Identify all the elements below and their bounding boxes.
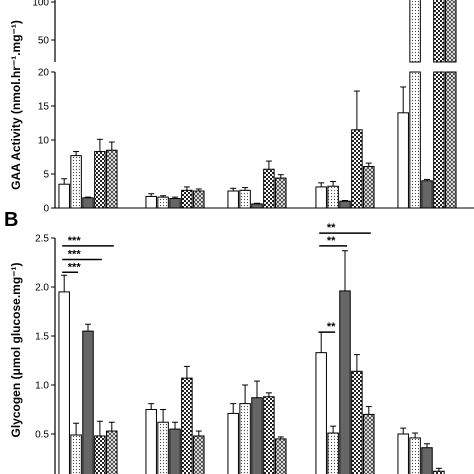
panel-a-bar	[339, 200, 351, 209]
panel-a-bar-upper	[433, 0, 445, 63]
panel-a-bar	[315, 186, 327, 209]
panel-b-significance-label: ***	[68, 249, 82, 261]
panel-b-bar	[263, 396, 275, 474]
panel-b-bar	[82, 330, 94, 474]
panel-a-bar	[351, 129, 363, 209]
panel-b-bar	[275, 438, 287, 474]
panel-a-bar-lower	[409, 71, 421, 209]
panel-a-bar	[94, 151, 106, 209]
panel-b-bar	[409, 437, 421, 474]
panel-a-bar	[227, 190, 239, 209]
panel-a-bar-upper	[445, 0, 457, 63]
panel-a-tick-label: 100	[32, 0, 49, 9]
panel-a-bar	[70, 155, 82, 209]
panel-a-tick-label: 50	[38, 36, 50, 47]
panel-a-bar	[327, 185, 339, 209]
panel-b-bar	[157, 421, 169, 474]
panel-a-tick-label: 5	[43, 170, 49, 181]
panel-b-bar	[169, 428, 181, 474]
panel-b-significance-label: **	[327, 222, 336, 234]
panel-a-bar	[239, 189, 251, 209]
panel-a-bar	[106, 149, 118, 209]
panel-b-bar	[193, 435, 205, 474]
panel-a-bar	[169, 197, 181, 209]
panel-b-bar	[251, 397, 263, 474]
panel-b-bar	[421, 447, 433, 474]
panel-b-bar	[351, 370, 363, 474]
panel-b-tick-label: 2.5	[35, 234, 49, 245]
panel-b-bar	[58, 291, 70, 474]
panel-b-bar	[94, 435, 106, 474]
panel-b-bar	[227, 412, 239, 474]
panel-a-bar	[58, 183, 70, 209]
panel-b-bar	[70, 434, 82, 474]
panel-a-bar	[181, 189, 193, 209]
panel-b-tick-label: 0.5	[35, 430, 49, 441]
panel-b-significance-label: **	[327, 321, 336, 333]
panel-a-bar	[421, 180, 433, 209]
panel-a-bar	[263, 168, 275, 209]
panel-a-bar-lower	[445, 71, 457, 209]
panel-b-bar	[327, 432, 339, 474]
panel-b-significance-label: ***	[68, 235, 82, 247]
panel-b-significance-label: **	[327, 235, 336, 247]
panel-b-bar	[339, 290, 351, 474]
panel-a-chart: GAA Activity (nmol.hr⁻¹.mg⁻¹) 0 5 10 15 20 50…	[9, 0, 474, 215]
panel-a-bar	[275, 177, 287, 209]
panel-b-bar	[397, 433, 409, 474]
panel-a-tick-label: 0	[43, 204, 49, 215]
panel-a-tick-label: 10	[38, 136, 50, 147]
panel-a-bar	[145, 195, 157, 209]
panel-a-bar	[193, 190, 205, 209]
panel-a-bar	[157, 196, 169, 209]
panel-b-significance-label: ***	[68, 261, 82, 273]
panel-a-tick-label: 15	[38, 102, 50, 113]
panel-b-tick-label: 1.5	[35, 332, 49, 343]
panel-b-y-axis-label: Glycogen (μmol glucose.mg⁻¹)	[9, 262, 23, 437]
panel-a-bar	[82, 197, 94, 209]
panel-b-bar	[315, 352, 327, 474]
panel-b-tick-label: 1.0	[35, 381, 49, 392]
panel-b-label: B	[4, 209, 18, 231]
panel-a-bar-lower	[433, 71, 445, 209]
panel-b-chart: B Glycogen (μmol glucose.mg⁻¹) 0.5 1.0 1.5…	[4, 209, 445, 474]
panel-b-bar	[145, 409, 157, 474]
panel-b-bar	[239, 403, 251, 474]
panel-a-bar	[397, 112, 409, 209]
panel-a-bar	[251, 203, 263, 209]
panel-a-tick-label: 20	[38, 68, 50, 79]
panel-b-bar	[363, 413, 375, 474]
panel-a-bar	[363, 166, 375, 209]
panel-b-bar	[181, 377, 193, 474]
panel-a-bar-upper	[409, 0, 421, 63]
panel-b-tick-label: 2.0	[35, 283, 49, 294]
panel-a-y-axis-label: GAA Activity (nmol.hr⁻¹.mg⁻¹)	[9, 20, 23, 190]
panel-b-bar	[106, 430, 118, 474]
